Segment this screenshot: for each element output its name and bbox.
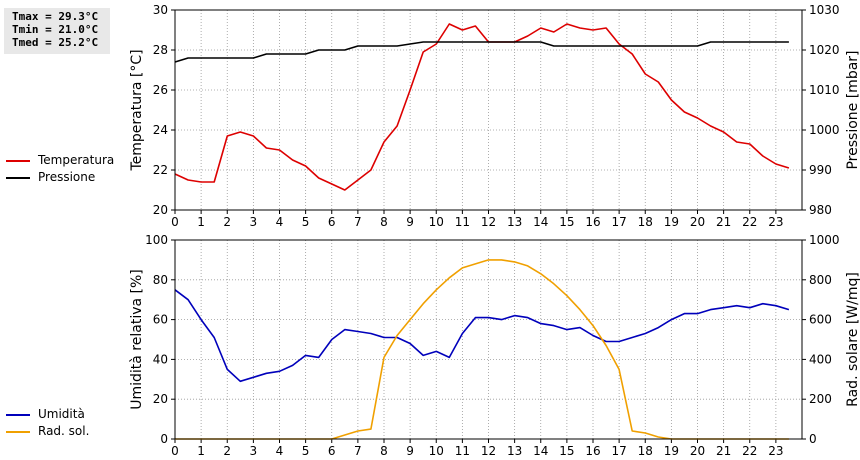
x-tick-label: 7 xyxy=(354,444,362,458)
chart-humidity-radiation: 0 1 2 3 4 5 6 7 8 9 10 11 12 13 14 15 16 17 18 19 20 21 22 2302… xyxy=(129,233,860,458)
x-tick-label: 16 xyxy=(585,215,600,229)
plot-frame xyxy=(174,9,803,211)
x-tick-label: 7 xyxy=(354,215,362,229)
series-line-umidit xyxy=(174,289,790,383)
y-right-tick-label: 990 xyxy=(809,163,832,177)
chart-temp-pressure: 0 1 2 3 4 5 6 7 8 9 10 11 12 13 14 15 16 17 18 19 20 21 22 2320… xyxy=(129,3,860,229)
y-tick-label: 20 xyxy=(153,392,168,406)
y-tick-label: 100 xyxy=(145,233,168,247)
legend-label-temperature: Temperatura xyxy=(38,153,115,167)
x-tick-label: 2 xyxy=(223,444,231,458)
series-line-rad-sol xyxy=(175,259,789,440)
x-tick-label: 11 xyxy=(455,215,470,229)
x-tick-label: 0 xyxy=(171,215,179,229)
y-tick-label: 22 xyxy=(153,163,168,177)
y-right-tick-label: 200 xyxy=(809,392,832,406)
y-tick-label: 28 xyxy=(153,43,168,57)
legend-swatch-temperature xyxy=(6,160,30,162)
x-tick-label: 10 xyxy=(429,215,444,229)
y-axis-label: Umidità relativa [%] xyxy=(129,269,145,410)
x-tick-label: 1 xyxy=(197,444,205,458)
x-tick-label: 18 xyxy=(638,444,653,458)
x-tick-label: 3 xyxy=(250,444,258,458)
y-tick-label: 30 xyxy=(153,3,168,17)
x-tick-label: 22 xyxy=(742,215,757,229)
x-tick-label: 22 xyxy=(742,444,757,458)
y-tick-label: 26 xyxy=(153,83,168,97)
x-tick-label: 14 xyxy=(533,444,548,458)
stat-tmax: Tmax = 29.3°C xyxy=(12,10,99,23)
x-tick-label: 17 xyxy=(611,215,626,229)
x-tick-label: 19 xyxy=(664,444,679,458)
x-tick-label: 9 xyxy=(406,444,414,458)
x-tick-label: 6 xyxy=(328,444,336,458)
x-tick-label: 23 xyxy=(768,444,783,458)
x-tick-label: 3 xyxy=(250,215,258,229)
x-tick-label: 14 xyxy=(533,215,548,229)
y-tick-label: 40 xyxy=(153,352,168,366)
x-tick-label: 17 xyxy=(611,444,626,458)
legend-swatch-humidity xyxy=(6,414,30,416)
legend-swatch-pressure xyxy=(6,177,30,179)
x-tick-label: 9 xyxy=(406,215,414,229)
y-axis-label: Temperatura [°C] xyxy=(129,49,145,171)
x-tick-label: 2 xyxy=(223,215,231,229)
y-right-tick-label: 1010 xyxy=(809,83,840,97)
x-tick-label: 23 xyxy=(768,215,783,229)
x-tick-label: 20 xyxy=(690,444,705,458)
legend-label-pressure: Pressione xyxy=(38,170,96,184)
x-tick-label: 21 xyxy=(716,215,731,229)
y-right-tick-label: 400 xyxy=(809,352,832,366)
series-line-temperatura xyxy=(174,23,790,191)
y-right-tick-label: 1000 xyxy=(809,123,840,137)
x-tick-label: 5 xyxy=(302,444,310,458)
x-tick-label: 8 xyxy=(380,215,388,229)
x-tick-label: 8 xyxy=(380,444,388,458)
y-right-tick-label: 1020 xyxy=(809,43,840,57)
x-tick-label: 11 xyxy=(455,444,470,458)
y-tick-label: 60 xyxy=(153,313,168,327)
series-line-pressione xyxy=(174,41,789,63)
x-tick-label: 13 xyxy=(507,215,522,229)
x-tick-label: 13 xyxy=(507,444,522,458)
x-tick-label: 5 xyxy=(302,215,310,229)
x-tick-label: 6 xyxy=(328,215,336,229)
legend-label-radiation: Rad. sol. xyxy=(38,424,90,438)
y-tick-label: 80 xyxy=(153,273,168,287)
plot-frame xyxy=(174,239,803,440)
x-tick-label: 1 xyxy=(197,215,205,229)
y-right-tick-label: 800 xyxy=(809,273,832,287)
x-tick-label: 21 xyxy=(716,444,731,458)
x-tick-label: 12 xyxy=(481,444,496,458)
x-tick-label: 18 xyxy=(638,215,653,229)
legend-label-humidity: Umidità xyxy=(38,407,85,421)
x-tick-label: 19 xyxy=(664,215,679,229)
y-right-tick-label: 600 xyxy=(809,313,832,327)
y-tick-label: 0 xyxy=(160,432,168,446)
x-tick-label: 16 xyxy=(585,444,600,458)
y-right-tick-label: 1000 xyxy=(809,233,840,247)
x-tick-label: 10 xyxy=(429,444,444,458)
y-tick-label: 20 xyxy=(153,203,168,217)
y-right-tick-label: 0 xyxy=(809,432,817,446)
legend-swatch-radiation xyxy=(6,431,30,433)
y-tick-label: 24 xyxy=(153,123,168,137)
stat-tmin: Tmin = 21.0°C xyxy=(12,23,99,36)
y-right-axis-label: Rad. solare [W/mq] xyxy=(845,272,860,407)
y-right-tick-label: 980 xyxy=(809,203,832,217)
x-tick-label: 4 xyxy=(276,444,284,458)
x-tick-label: 4 xyxy=(276,215,284,229)
x-tick-label: 20 xyxy=(690,215,705,229)
x-tick-label: 12 xyxy=(481,215,496,229)
x-tick-label: 15 xyxy=(559,215,574,229)
x-tick-label: 15 xyxy=(559,444,574,458)
stat-tmed: Tmed = 25.2°C xyxy=(12,36,99,49)
x-tick-label: 0 xyxy=(171,444,179,458)
y-right-axis-label: Pressione [mbar] xyxy=(845,50,860,169)
stats-box: Tmax = 29.3°C Tmin = 21.0°C Tmed = 25.2°… xyxy=(4,8,110,54)
y-right-tick-label: 1030 xyxy=(809,3,840,17)
